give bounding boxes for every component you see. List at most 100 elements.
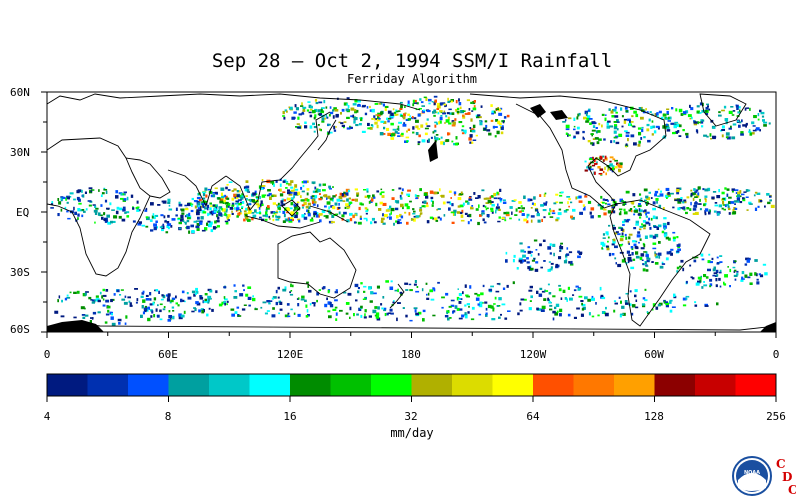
rain-pixel <box>523 298 527 301</box>
rain-pixel <box>669 116 672 120</box>
rain-pixel <box>274 213 277 216</box>
rain-pixel <box>121 298 126 301</box>
rain-pixel <box>375 315 380 319</box>
rain-pixel <box>642 220 646 223</box>
rain-pixel <box>218 206 223 209</box>
rain-pixel <box>689 264 692 267</box>
rain-pixel <box>475 134 478 137</box>
rain-pixel <box>330 221 335 224</box>
rain-pixel <box>584 296 588 300</box>
rain-pixel <box>707 260 711 264</box>
rain-pixel <box>549 209 552 213</box>
rain-pixel <box>692 212 697 215</box>
rain-pixel <box>406 193 411 196</box>
longitude-ticks <box>46 332 777 338</box>
rain-pixel <box>124 295 127 298</box>
rain-pixel <box>337 206 341 209</box>
rain-pixel <box>89 200 93 203</box>
rain-pixel <box>689 117 692 120</box>
rain-pixel <box>549 308 553 311</box>
rain-pixel <box>222 201 225 204</box>
rain-pixel <box>76 196 80 201</box>
rain-pixel <box>696 130 699 134</box>
rain-pixel <box>402 206 404 210</box>
rain-pixel <box>699 208 702 211</box>
rain-pixel <box>251 212 255 214</box>
rain-pixel <box>470 118 473 122</box>
rain-pixel <box>123 301 128 305</box>
rain-pixel <box>559 201 563 204</box>
rain-pixel <box>421 105 425 107</box>
rain-pixel <box>486 214 490 218</box>
rain-pixel <box>740 131 744 135</box>
rain-pixel <box>663 234 668 237</box>
rain-pixel <box>695 201 697 203</box>
rain-pixel <box>496 206 500 209</box>
rain-pixel <box>651 308 654 311</box>
rain-pixel <box>290 308 293 311</box>
rain-pixel <box>146 216 150 221</box>
rain-pixel <box>679 207 683 209</box>
rain-pixel <box>400 104 403 109</box>
rain-pixel <box>777 202 780 205</box>
rain-pixel <box>152 213 155 217</box>
rain-pixel <box>470 207 474 210</box>
rain-pixel <box>657 188 660 191</box>
rain-pixel <box>690 189 693 192</box>
rain-pixel <box>246 189 250 193</box>
rain-pixel <box>240 210 242 213</box>
rain-pixel <box>528 307 532 311</box>
rain-pixel <box>704 305 709 307</box>
rain-pixel <box>754 207 758 211</box>
rain-pixel <box>404 112 407 115</box>
coast-indonesia <box>245 199 349 229</box>
rain-pixel <box>408 283 412 286</box>
rain-pixel <box>275 179 278 183</box>
rain-pixel <box>725 132 730 136</box>
rain-pixel <box>731 188 736 191</box>
rain-pixel <box>141 305 144 309</box>
rain-pixel <box>612 240 616 244</box>
rain-pixel <box>451 120 455 123</box>
rain-pixel <box>80 306 85 310</box>
rain-pixel <box>487 304 492 309</box>
rain-pixel <box>239 293 244 297</box>
rain-pixel <box>103 189 108 191</box>
rain-pixel <box>388 312 392 314</box>
rain-pixel <box>366 106 369 109</box>
rain-pixel <box>218 303 223 307</box>
rain-pixel <box>426 220 430 224</box>
rain-pixel <box>450 100 453 103</box>
rain-pixel <box>341 124 345 128</box>
rain-pixel <box>381 195 385 198</box>
rain-pixel <box>186 292 189 295</box>
rain-pixel <box>651 120 654 123</box>
rain-pixel <box>506 211 510 215</box>
rain-pixel <box>605 245 609 248</box>
rain-pixel <box>536 213 540 217</box>
rain-pixel <box>262 301 267 304</box>
rain-pixel <box>476 294 481 297</box>
rain-pixel <box>329 198 333 201</box>
rain-pixel <box>649 234 653 238</box>
rain-pixel <box>312 203 316 206</box>
rain-pixel <box>410 218 414 221</box>
rain-pixel <box>124 322 127 325</box>
rain-pixel <box>658 204 662 209</box>
rain-pixel <box>357 290 360 294</box>
rain-pixel <box>200 308 204 311</box>
rain-pixel <box>312 122 315 126</box>
rain-pixel <box>320 110 325 113</box>
rain-pixel <box>414 99 417 103</box>
rain-pixel <box>655 198 659 201</box>
rain-pixel <box>402 307 405 309</box>
rain-pixel <box>672 206 675 209</box>
rain-pixel <box>120 289 124 291</box>
rain-pixel <box>188 230 191 234</box>
rain-pixel <box>261 179 264 181</box>
rain-pixel <box>629 290 632 293</box>
rain-pixel <box>591 315 595 318</box>
rain-pixel <box>145 225 149 228</box>
rain-pixel <box>654 193 657 197</box>
rain-pixel <box>171 218 176 221</box>
